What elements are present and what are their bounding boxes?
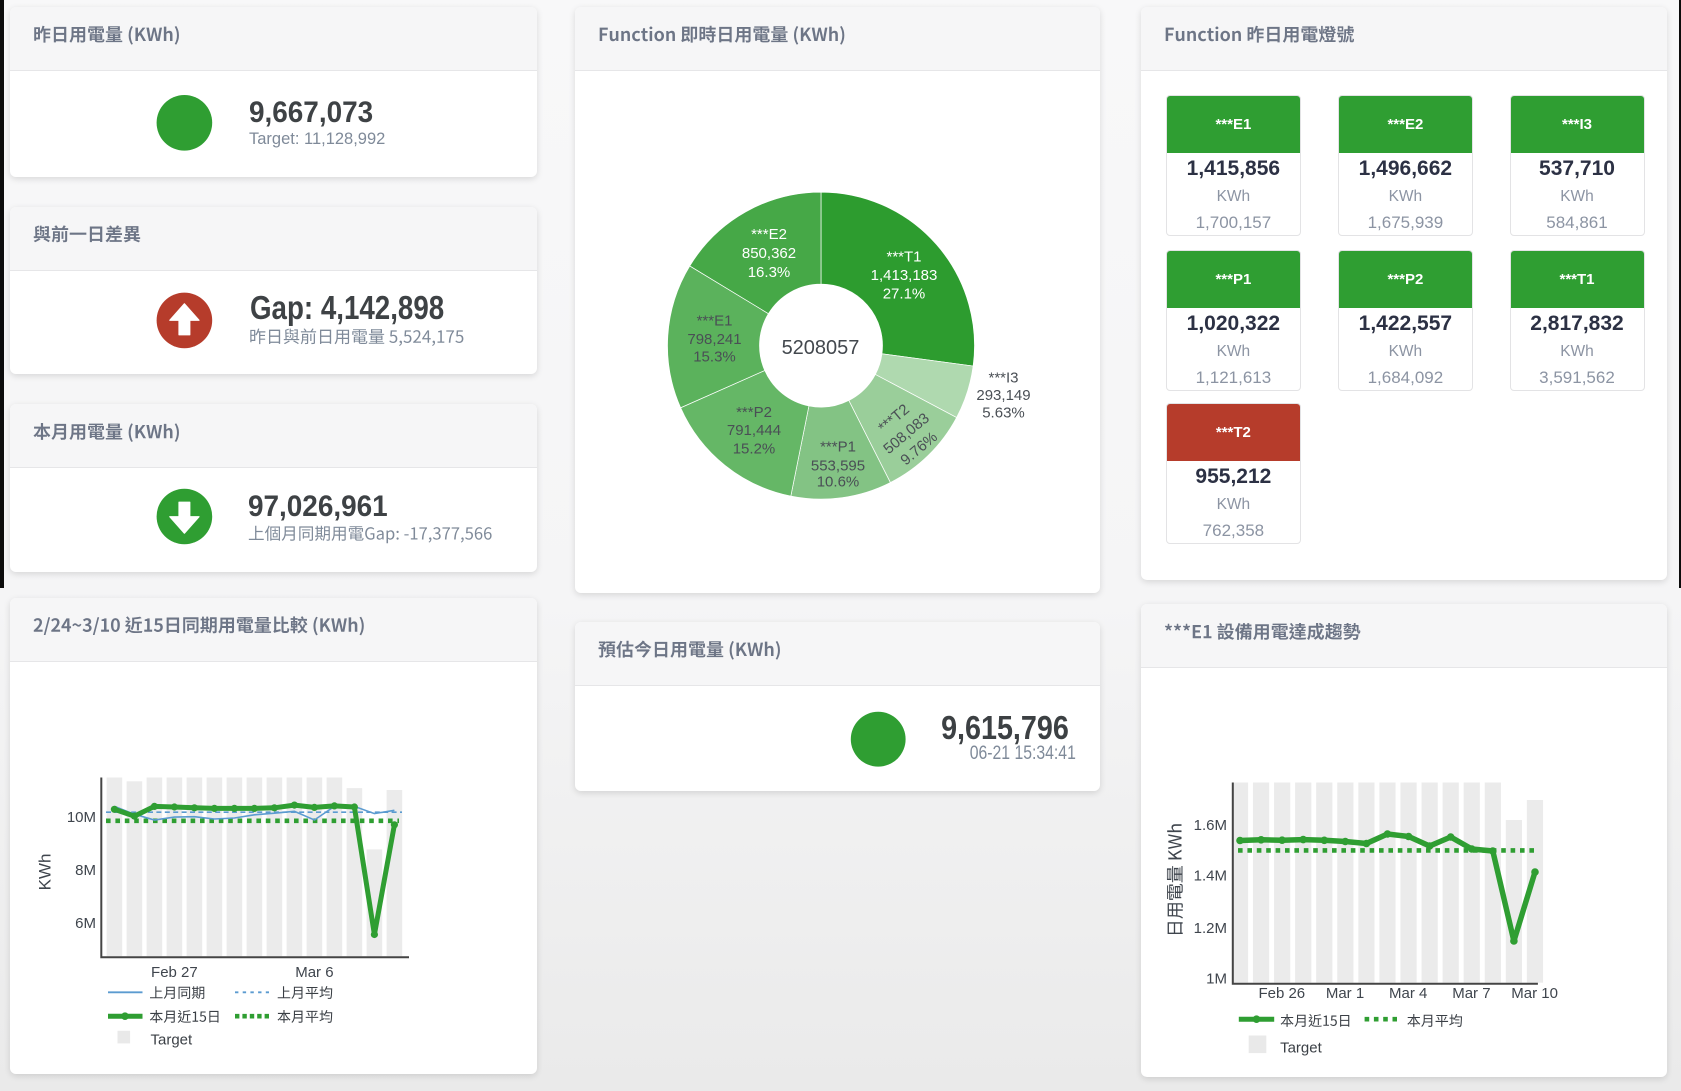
svg-text:16.3%: 16.3% bbox=[748, 264, 791, 281]
svg-text:850,362: 850,362 bbox=[742, 245, 796, 262]
svg-text:791,444: 791,444 bbox=[727, 422, 781, 439]
svg-text:Mar 7: Mar 7 bbox=[1452, 985, 1490, 1002]
svg-text:10.6%: 10.6% bbox=[817, 473, 860, 490]
svg-text:6M: 6M bbox=[75, 915, 96, 932]
svg-text:10M: 10M bbox=[67, 809, 96, 826]
svg-text:***P2: ***P2 bbox=[736, 404, 772, 421]
svg-text:1,413,183: 1,413,183 bbox=[871, 267, 938, 284]
svg-text:15.2%: 15.2% bbox=[733, 440, 776, 457]
svg-text:1.2M: 1.2M bbox=[1194, 920, 1227, 937]
svg-text:27.1%: 27.1% bbox=[883, 285, 926, 302]
svg-text:***T1: ***T1 bbox=[886, 248, 921, 265]
svg-text:***E2: ***E2 bbox=[751, 226, 787, 243]
svg-text:5208057: 5208057 bbox=[782, 337, 860, 359]
svg-text:Target: Target bbox=[1280, 1040, 1323, 1057]
svg-text:Target: Target bbox=[151, 1031, 194, 1048]
svg-text:***E1: ***E1 bbox=[697, 312, 733, 329]
svg-text:Mar 4: Mar 4 bbox=[1389, 985, 1427, 1002]
svg-text:1.6M: 1.6M bbox=[1194, 817, 1227, 834]
svg-text:1.4M: 1.4M bbox=[1194, 868, 1227, 885]
svg-text:5.63%: 5.63% bbox=[982, 405, 1025, 422]
svg-text:Feb 27: Feb 27 bbox=[151, 964, 198, 981]
svg-text:KWh: KWh bbox=[36, 854, 55, 891]
svg-text:Mar 1: Mar 1 bbox=[1326, 985, 1364, 1002]
svg-text:8M: 8M bbox=[75, 862, 96, 879]
svg-text:293,149: 293,149 bbox=[976, 387, 1030, 404]
svg-text:Mar 6: Mar 6 bbox=[295, 964, 333, 981]
svg-text:Feb 26: Feb 26 bbox=[1258, 985, 1305, 1002]
svg-text:***P1: ***P1 bbox=[820, 438, 856, 455]
svg-text:798,241: 798,241 bbox=[687, 331, 741, 348]
svg-text:553,595: 553,595 bbox=[811, 457, 865, 474]
svg-text:15.3%: 15.3% bbox=[693, 348, 736, 365]
svg-text:1M: 1M bbox=[1206, 970, 1227, 987]
svg-text:Mar 10: Mar 10 bbox=[1511, 985, 1558, 1002]
svg-text:***I3: ***I3 bbox=[988, 369, 1018, 386]
